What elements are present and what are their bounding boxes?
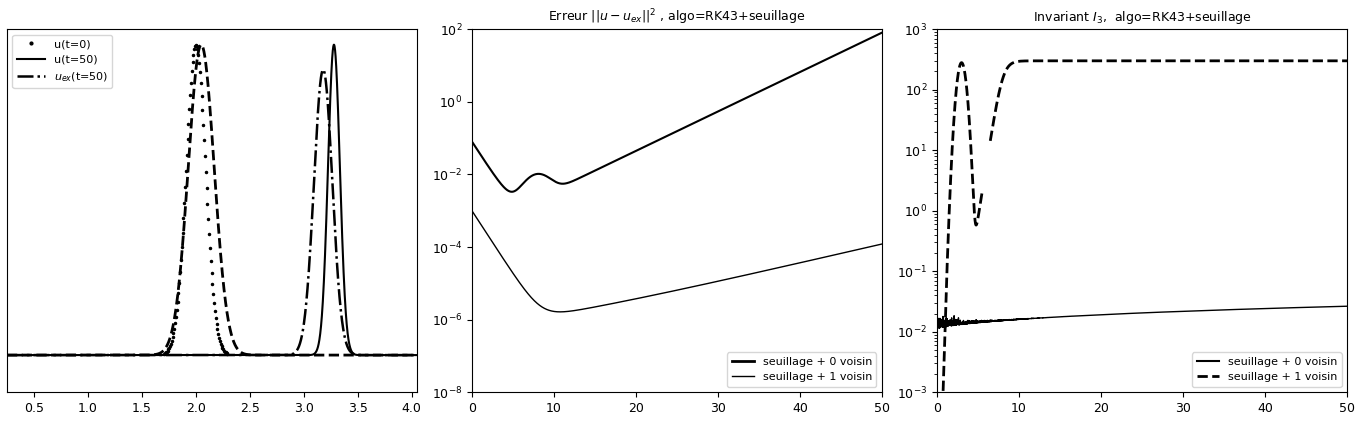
Legend: seuillage + 0 voisin, seuillage + 1 voisin: seuillage + 0 voisin, seuillage + 1 vois… [1192,352,1342,387]
Title: Invariant $I_{3}$,  algo=RK43+seuillage: Invariant $I_{3}$, algo=RK43+seuillage [1032,9,1252,26]
Legend: seuillage + 0 voisin, seuillage + 1 voisin: seuillage + 0 voisin, seuillage + 1 vois… [727,352,877,387]
Title: Erreur $|| u - u_{ex} ||^2$ , algo=RK43+seuillage: Erreur $|| u - u_{ex} ||^2$ , algo=RK43+… [549,7,806,27]
Legend: u(t=0), u(t=50), $u_{ex}$(t=50): u(t=0), u(t=50), $u_{ex}$(t=50) [12,35,113,88]
